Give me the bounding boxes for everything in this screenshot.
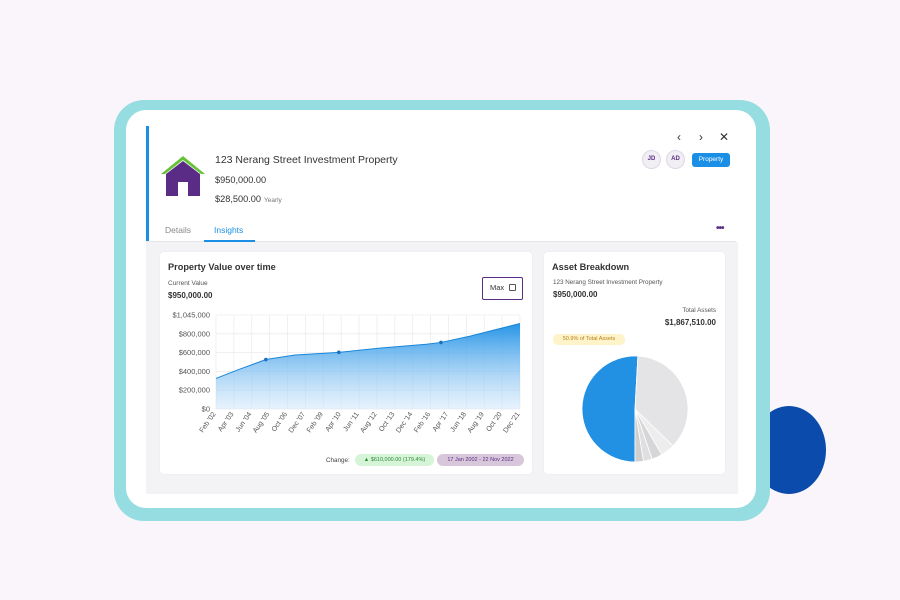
pie-slice[interactable] (581, 355, 639, 463)
panel-title: Property Value over time (168, 262, 276, 272)
x-tick-label: Feb '16 (413, 411, 432, 434)
active-tab-indicator (204, 240, 255, 242)
x-tick-label: Dec '07 (288, 411, 307, 434)
close-icon[interactable]: ✕ (718, 130, 730, 144)
x-tick-label: Dec '14 (395, 411, 414, 434)
x-tick-label: Apr '10 (324, 411, 342, 433)
panel-title: Asset Breakdown (552, 262, 630, 272)
x-tick-label: Feb '09 (306, 411, 325, 434)
share-badge: 50.9% of Total Assets (553, 334, 625, 345)
change-label: Change: (326, 457, 350, 464)
chevron-right-icon[interactable]: › (699, 130, 703, 144)
x-tick-label: Dec '21 (502, 411, 521, 434)
y-tick-label: $1,045,000 (172, 311, 210, 320)
property-title: 123 Nerang Street Investment Property (215, 154, 398, 166)
income-amount: $28,500.00 (215, 194, 261, 204)
income-frequency: Yearly (263, 197, 282, 204)
calendar-icon (509, 284, 516, 291)
tabs-divider (146, 241, 736, 242)
tab-insights[interactable]: Insights (214, 225, 244, 235)
asset-pie-chart (581, 355, 689, 463)
property-value-chart: $1,045,000 $800,000 $600,000 $400,000 $200,0… (172, 311, 521, 435)
pie-slice[interactable] (634, 408, 644, 463)
range-select-label: Max (490, 283, 505, 292)
area-fill (216, 323, 520, 409)
property-badge: Property (692, 153, 730, 167)
house-icon (161, 156, 205, 196)
avatar-jd[interactable]: JD (642, 150, 661, 169)
chevron-left-icon[interactable]: ‹ (677, 130, 681, 144)
accent-bar (146, 126, 149, 242)
range-select-button[interactable]: Max (482, 277, 523, 300)
total-assets-value: $1,867,510.00 (664, 318, 716, 327)
x-tick-label: Oct '06 (271, 411, 289, 433)
current-value: $950,000.00 (168, 291, 213, 300)
x-tick-label: Feb '02 (199, 411, 218, 434)
asset-property-value: $950,000.00 (553, 290, 598, 299)
y-tick-label: $400,000 (179, 367, 210, 376)
asset-property-name: 123 Nerang Street Investment Property (553, 279, 663, 286)
x-tick-label: Aug '19 (467, 411, 486, 434)
x-tick-label: Jun '11 (342, 411, 360, 433)
series-line (215, 323, 521, 379)
x-tick-label: Jun '04 (235, 411, 254, 433)
date-range-badge: 17 Jan 2002 - 22 Nov 2022 (437, 454, 524, 466)
x-tick-label: Apr '03 (217, 411, 235, 433)
change-badge: ▲ $610,000.00 (179.4%) (355, 454, 434, 466)
x-tick-label: Jun '18 (449, 411, 468, 433)
x-tick-label: Aug '05 (252, 411, 271, 434)
pie-slice[interactable] (634, 355, 689, 447)
y-tick-label: $0 (202, 405, 210, 414)
data-point (264, 357, 268, 362)
x-tick-label: Apr '17 (432, 411, 450, 433)
property-card: 123 Nerang Street Investment Property $9… (126, 110, 756, 508)
property-income: $28,500.00 Yearly (215, 194, 282, 204)
tab-details[interactable]: Details (165, 225, 191, 235)
data-point (337, 350, 341, 355)
property-value-panel: Property Value over time Current Value $… (160, 252, 532, 474)
y-tick-label: $800,000 (179, 329, 210, 338)
property-value: $950,000.00 (215, 175, 267, 185)
avatar-ad[interactable]: AD (666, 150, 685, 169)
asset-breakdown-panel: Asset Breakdown 123 Nerang Street Invest… (544, 252, 725, 474)
more-options-icon[interactable]: ••• (716, 223, 724, 234)
y-tick-label: $600,000 (179, 348, 210, 357)
x-tick-label: Oct '13 (378, 411, 396, 433)
total-assets-label: Total Assets (682, 307, 716, 314)
x-tick-label: Aug '12 (359, 411, 378, 434)
data-point (439, 340, 443, 345)
x-tick-label: Oct '20 (485, 411, 503, 433)
y-tick-label: $200,000 (179, 386, 210, 395)
current-value-label: Current Value (168, 280, 208, 287)
